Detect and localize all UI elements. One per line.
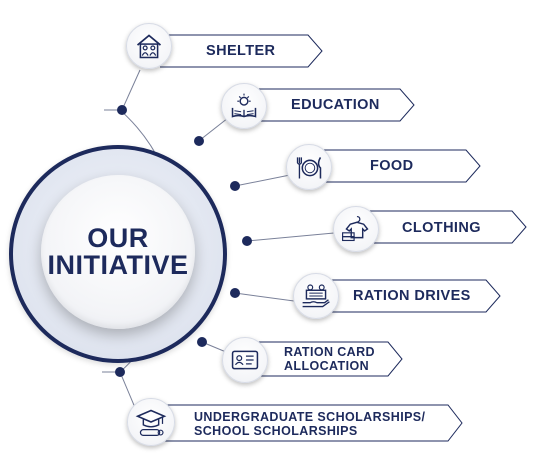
dot-5: [230, 288, 240, 298]
dot-2: [194, 136, 204, 146]
hub-title-line2: INITIATIVE: [47, 250, 189, 280]
book-lightbulb-icon: [221, 83, 267, 129]
label-box-3: [318, 149, 481, 183]
item-label-ration-drives: RATION DRIVES: [353, 288, 471, 304]
ration-basket-icon: [293, 273, 339, 319]
dot-4: [242, 236, 252, 246]
item-label-shelter: SHELTER: [206, 43, 276, 59]
plate-cutlery-icon: [286, 144, 332, 190]
connector-1: [121, 69, 141, 111]
item-label-scholarships: UNDERGRADUATE SCHOLARSHIPS/ SCHOOL SCHOL…: [194, 410, 425, 438]
item-label-ration-card-line2: ALLOCATION: [284, 359, 370, 373]
connector-4: [246, 232, 335, 242]
item-label-scholarships-line1: UNDERGRADUATE SCHOLARSHIPS/: [194, 410, 426, 424]
graduation-cap-icon: [127, 398, 175, 446]
label-box-7: [160, 404, 463, 442]
dot-1: [117, 105, 127, 115]
label-box-4: [362, 210, 527, 244]
item-label-ration-card: RATION CARD ALLOCATION: [284, 345, 375, 373]
dot-3: [230, 181, 240, 191]
shirt-hanger-icon: [333, 206, 379, 252]
connector-7: [119, 371, 137, 411]
label-box-1: [160, 34, 323, 68]
connector-3: [234, 174, 291, 187]
label-box-5: [322, 279, 501, 313]
label-box-2: [250, 88, 415, 122]
connector-5: [234, 292, 295, 302]
connector-2: [199, 117, 229, 141]
dot-6: [197, 337, 207, 347]
house-family-icon: [126, 23, 172, 69]
id-card-icon: [222, 337, 268, 383]
item-label-education: EDUCATION: [291, 97, 380, 113]
item-label-food: FOOD: [370, 158, 414, 174]
hub-circle: OUR INITIATIVE: [9, 145, 227, 363]
label-box-6: [255, 341, 403, 377]
item-label-clothing: CLOTHING: [402, 220, 481, 236]
item-label-scholarships-line2: SCHOOL SCHOLARSHIPS: [194, 424, 358, 438]
item-label-ration-card-line1: RATION CARD: [284, 345, 375, 359]
dot-7: [115, 367, 125, 377]
hub-inner: OUR INITIATIVE: [41, 175, 195, 329]
hub-title-line1: OUR: [87, 223, 149, 253]
